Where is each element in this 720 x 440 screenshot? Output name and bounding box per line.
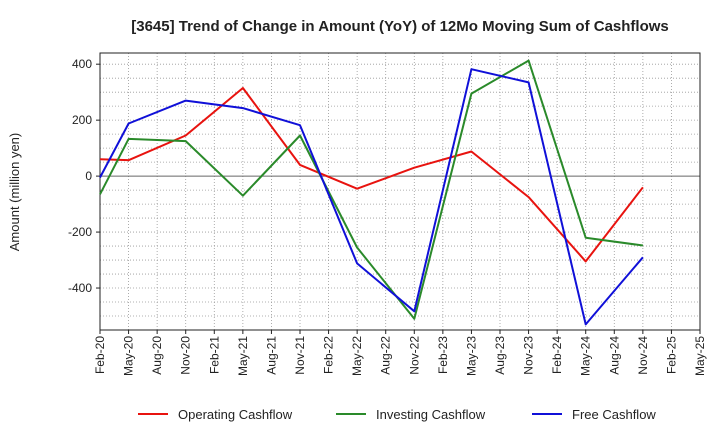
x-tick-label: Nov-23 <box>522 336 536 375</box>
y-tick-label: -400 <box>68 281 92 295</box>
x-tick-label: May-24 <box>579 336 593 376</box>
x-tick-label: Nov-22 <box>407 336 421 375</box>
grid <box>99 53 701 330</box>
x-tick-label: May-23 <box>464 336 478 376</box>
x-tick-label: Feb-20 <box>93 336 107 374</box>
series-line-2 <box>99 59 644 320</box>
x-tick-label: Nov-21 <box>293 336 307 375</box>
series-group <box>99 59 644 326</box>
x-tick-label: May-20 <box>122 336 136 376</box>
legend-label-2: Investing Cashflow <box>376 407 486 422</box>
series-line-3 <box>99 68 644 326</box>
x-tick-label: May-25 <box>693 336 707 376</box>
x-tick-label: Nov-20 <box>179 336 193 375</box>
x-tick-label: Feb-22 <box>322 336 336 374</box>
legend-label-3: Free Cashflow <box>572 407 656 422</box>
x-tick-label: Aug-22 <box>379 336 393 375</box>
legend: Operating Cashflow Investing Cashflow Free… <box>138 407 656 422</box>
series-line-1 <box>99 87 644 263</box>
y-tick-label: 200 <box>72 113 92 127</box>
x-tick-label: Aug-24 <box>607 336 621 375</box>
x-tick-label: Aug-20 <box>150 336 164 375</box>
x-tick-label: May-21 <box>236 336 250 376</box>
x-tick-label: Aug-23 <box>493 336 507 375</box>
plot-area <box>99 52 701 331</box>
x-tick-label: Feb-23 <box>436 336 450 374</box>
x-tick-label: Nov-24 <box>636 336 650 375</box>
chart-title: [3645] Trend of Change in Amount (YoY) o… <box>131 18 669 35</box>
x-tick-label: May-22 <box>350 336 364 376</box>
y-tick-label: -200 <box>68 225 92 239</box>
x-tick-label: Feb-24 <box>550 336 564 374</box>
y-axis: 400 200 0 -200 -400 <box>68 57 100 295</box>
x-tick-label: Feb-25 <box>664 336 678 374</box>
legend-label-1: Operating Cashflow <box>178 407 293 422</box>
y-tick-label: 400 <box>72 57 92 71</box>
x-axis: Feb-20 May-20 Aug-20 Nov-20 Feb-21 May-21 Aug-… <box>93 330 707 376</box>
y-tick-label: 0 <box>85 169 92 183</box>
x-tick-label: Feb-21 <box>207 336 221 374</box>
x-tick-label: Aug-21 <box>264 336 278 375</box>
y-axis-label: Amount (million yen) <box>7 133 22 252</box>
